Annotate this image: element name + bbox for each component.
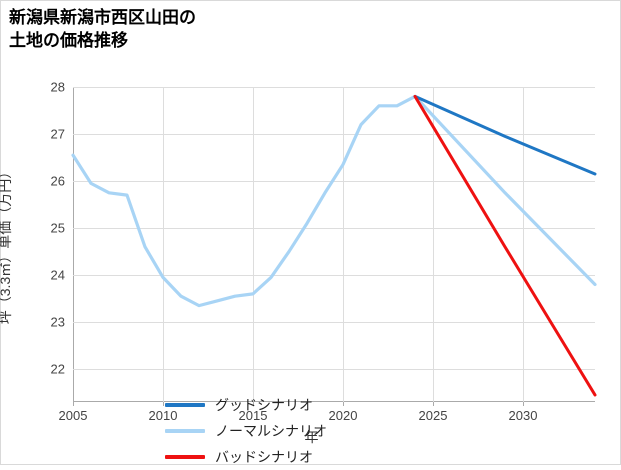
series-line xyxy=(71,94,597,308)
x-tick-mark xyxy=(433,402,434,406)
x-tick-label: 2025 xyxy=(418,408,448,423)
plot-frame xyxy=(73,87,595,402)
y-tick-label: 28 xyxy=(50,79,65,95)
y-axis-label: 坪（3.3㎡）単価（万円） xyxy=(0,164,13,325)
gridline-vertical xyxy=(433,87,434,402)
y-tick-label: 24 xyxy=(50,267,65,283)
legend-color-swatch xyxy=(165,403,205,407)
gridline-vertical xyxy=(163,87,164,402)
x-tick-mark xyxy=(73,402,74,406)
gridline-horizontal xyxy=(73,134,595,135)
legend-item[interactable]: グッドシナリオ xyxy=(165,392,375,418)
y-tick-label: 25 xyxy=(50,220,65,236)
x-tick-label: 2015 xyxy=(238,408,268,423)
x-axis-label: 年 xyxy=(304,429,319,445)
y-tick-label: 27 xyxy=(50,126,65,142)
x-tick-label: 2005 xyxy=(58,408,88,423)
series-line xyxy=(413,94,597,176)
legend-label: グッドシナリオ xyxy=(215,397,313,413)
gridline-horizontal xyxy=(73,228,595,230)
y-tick-label: 23 xyxy=(50,314,65,330)
gridline-vertical xyxy=(253,87,254,402)
x-tick-label: 2020 xyxy=(328,408,358,423)
page-title: 新潟県新潟市西区山田の 土地の価格推移 xyxy=(9,8,196,50)
x-tick-mark xyxy=(163,402,164,406)
x-tick-mark xyxy=(253,402,254,406)
legend-color-swatch xyxy=(165,455,205,459)
series-lines xyxy=(71,94,597,397)
legend-item[interactable]: ノーマルシナリオ xyxy=(165,418,375,444)
gridline-horizontal xyxy=(73,369,595,371)
x-tick-mark xyxy=(343,402,344,406)
legend-color-swatch xyxy=(165,429,205,433)
gridline-horizontal xyxy=(73,275,595,277)
legend-label: ノーマルシナリオ xyxy=(215,423,327,439)
y-tick-label: 22 xyxy=(50,361,65,377)
x-tick-mark xyxy=(523,402,524,406)
legend-label: バッドシナリオ xyxy=(215,449,313,465)
plot-area: 22 23 24 25 26 27 28 2005 2010 2015 2020 2025 2030 … xyxy=(51,80,597,465)
gridline-vertical xyxy=(523,87,524,402)
legend-item[interactable]: バッドシナリオ xyxy=(165,444,375,470)
x-tick-label: 2010 xyxy=(148,408,178,423)
x-tick-label: 2030 xyxy=(508,408,538,423)
gridline-horizontal xyxy=(73,322,595,324)
gridline-horizontal xyxy=(73,87,595,88)
y-tick-label: 26 xyxy=(50,173,65,189)
chart-legend: グッドシナリオ ノーマルシナリオ バッドシナリオ xyxy=(165,392,375,470)
series-line xyxy=(413,94,597,397)
gridline-vertical xyxy=(343,87,344,402)
